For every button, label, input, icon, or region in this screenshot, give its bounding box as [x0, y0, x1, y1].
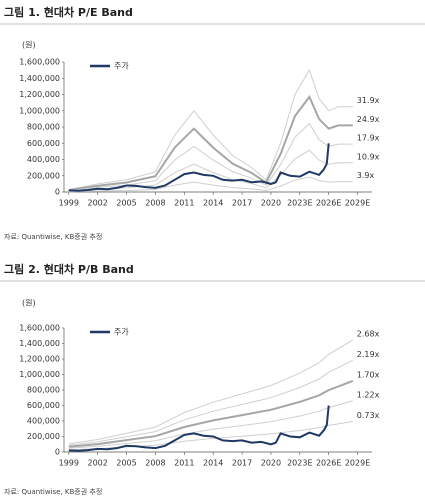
band-label: 2.68x: [357, 329, 380, 338]
y-tick-label: 600,000: [27, 139, 60, 148]
band-label: 3.9x: [357, 171, 375, 180]
y-tick-label: 200,000: [27, 171, 60, 180]
x-tick-label: 2023E: [287, 459, 312, 468]
y-tick-label: 200,000: [27, 432, 60, 441]
x-tick-label: 2026E: [316, 459, 341, 468]
x-tick-label: 2002: [88, 459, 108, 468]
chart-title: 그림 2. 현대차 P/B Band: [4, 262, 134, 276]
y-tick-label: 1,400,000: [19, 74, 60, 83]
band-label: 24.9x: [357, 115, 380, 124]
y-tick-label: 1,600,000: [19, 324, 60, 333]
x-tick-label: 2011: [174, 199, 194, 208]
x-tick-label: 2011: [174, 459, 194, 468]
x-tick-label: 2029E: [345, 459, 370, 468]
band-line: [68, 149, 353, 192]
x-tick-label: 2029E: [345, 199, 370, 208]
band-line: [68, 94, 353, 192]
band-line: [68, 400, 353, 449]
y-tick-label: 400,000: [27, 417, 60, 426]
legend-label: 주가: [114, 328, 129, 337]
band-label: 31.9x: [357, 96, 380, 105]
x-tick-label: 2017: [232, 199, 252, 208]
y-tick-label: 1,600,000: [19, 58, 60, 67]
x-tick-label: 2020: [261, 199, 281, 208]
band-line: [68, 176, 353, 193]
y-tick-label: 1,000,000: [19, 106, 60, 115]
x-tick-label: 2014: [203, 199, 223, 208]
x-tick-label: 2020: [261, 459, 281, 468]
legend-label: 주가: [114, 62, 129, 71]
price-line: [68, 143, 330, 192]
source-note: 자료: Quantiwise, KB증권 추정: [4, 232, 102, 241]
source-note: 자료: Quantiwise, KB증권 추정: [4, 487, 102, 496]
x-tick-label: 2005: [116, 459, 136, 468]
band-label: 2.19x: [357, 350, 380, 359]
y-tick-label: 600,000: [27, 401, 60, 410]
y-tick-label: 800,000: [27, 386, 60, 395]
band-label: 17.9x: [357, 134, 380, 143]
x-tick-label: 1999: [59, 199, 79, 208]
x-tick-label: 2026E: [316, 199, 341, 208]
x-tick-label: 1999: [59, 459, 79, 468]
band-label: 1.70x: [357, 370, 380, 379]
band-line: [68, 122, 353, 192]
x-tick-label: 2005: [116, 199, 136, 208]
y-tick-label: 800,000: [27, 123, 60, 132]
y-tick-label: 1,200,000: [19, 355, 60, 364]
x-tick-label: 2008: [145, 199, 165, 208]
band-line: [68, 68, 353, 191]
y-tick-label: 1,400,000: [19, 339, 60, 348]
y-tick-label: 400,000: [27, 155, 60, 164]
y-axis-label: (원): [22, 299, 36, 308]
x-tick-label: 2017: [232, 459, 252, 468]
y-axis-label: (원): [22, 41, 36, 50]
x-tick-label: 2002: [88, 199, 108, 208]
price-line: [68, 405, 330, 452]
band-label: 10.9x: [357, 152, 380, 161]
y-tick-label: 1,200,000: [19, 90, 60, 99]
y-tick-label: 0: [55, 448, 60, 457]
band-line: [68, 339, 354, 445]
band-label: 0.73x: [357, 411, 380, 420]
band-line: [68, 379, 354, 448]
y-tick-label: 0: [55, 188, 60, 197]
x-tick-label: 2014: [203, 459, 223, 468]
chart-title: 그림 1. 현대차 P/E Band: [4, 5, 133, 19]
x-tick-label: 2023E: [287, 199, 312, 208]
band-label: 1.22x: [357, 390, 380, 399]
x-tick-label: 2008: [145, 459, 165, 468]
band-line: [68, 359, 354, 446]
y-tick-label: 1,000,000: [19, 370, 60, 379]
